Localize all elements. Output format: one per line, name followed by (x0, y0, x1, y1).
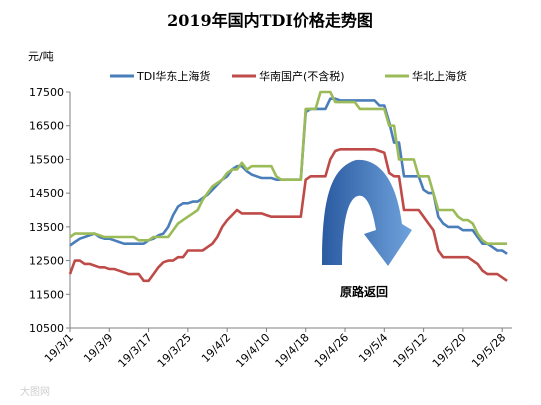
x-tick-label: 19/4/2 (199, 331, 233, 365)
chart-title: 2019年国内TDI价格走势图 (167, 11, 373, 30)
x-tick-label: 19/5/12 (391, 331, 430, 370)
watermark: 大图网 (20, 385, 50, 398)
legend: TDI华东上海货 华南国产(不含税) 华北上海货 (110, 69, 467, 83)
y-axis-unit-label: 元/吨 (28, 50, 54, 63)
curved-arrow-icon (322, 159, 412, 266)
y-tick-label: 12500 (29, 255, 64, 268)
x-tick-label: 19/3/17 (116, 331, 155, 370)
return-arrow-annotation: 原路返回 (322, 159, 412, 299)
series-layer (68, 90, 508, 283)
legend-label-3: 华北上海货 (412, 69, 467, 83)
y-tick-label: 11500 (29, 288, 64, 301)
x-tick-label: 19/3/9 (81, 331, 115, 365)
series-line-2 (68, 148, 508, 283)
series-line-1 (69, 97, 508, 255)
axes: 10500 11500 12500 13500 14500 15500 16500 17500… (29, 86, 512, 370)
legend-label-2: 华南国产(不含税) (259, 69, 345, 83)
x-tick-label: 19/5/28 (469, 331, 508, 370)
x-tick-label: 19/5/4 (356, 331, 390, 365)
y-tick-label: 16500 (29, 120, 64, 133)
y-tick-label: 17500 (29, 86, 64, 99)
y-tick-label: 13500 (29, 221, 64, 234)
y-tick-label: 14500 (29, 187, 64, 200)
y-tick-label: 10500 (29, 322, 64, 335)
x-tick-label: 19/4/18 (273, 331, 312, 370)
annotation-label: 原路返回 (340, 284, 388, 299)
x-tick-label: 19/3/25 (155, 331, 194, 370)
y-tick-label: 15500 (29, 153, 64, 166)
x-tick-label: 19/3/1 (42, 331, 76, 365)
x-tick-label: 19/5/20 (430, 331, 469, 370)
x-tick-label: 19/4/10 (233, 331, 272, 370)
series-line-3 (69, 90, 508, 245)
legend-label-1: TDI华东上海货 (136, 69, 210, 83)
x-tick-label: 19/4/26 (312, 331, 351, 370)
